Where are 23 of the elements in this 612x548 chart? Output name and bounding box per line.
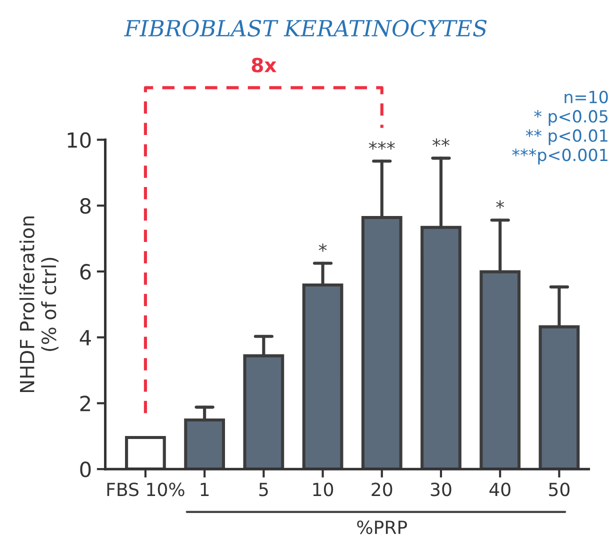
- y-tick-label: 0: [80, 462, 91, 478]
- x-tick-label: 50: [549, 482, 570, 496]
- y-tick-label: 10: [68, 132, 91, 148]
- annotation: ***: [368, 141, 395, 150]
- x-tick-label: 1: [200, 482, 209, 496]
- y-tick-label: 6: [80, 264, 91, 280]
- y-tick-label: 4: [80, 330, 91, 346]
- text: 8x: [252, 58, 276, 72]
- x-axis-title: %PRP: [357, 520, 407, 534]
- annotation: *: [496, 200, 504, 209]
- x-tick-label: FBS 10%: [107, 482, 184, 496]
- x-tick-label: 30: [430, 482, 452, 496]
- y-tick-label: 8: [80, 198, 91, 214]
- chart-title: FIBROBLAST KERATINOCYTES: [124, 20, 487, 37]
- y-tick-label: 2: [80, 396, 90, 412]
- x-tick-label: 20: [372, 482, 392, 496]
- y-axis-title: NHDF Proliferation (% of ctrl): [19, 216, 59, 392]
- x-tick-label: 10: [313, 482, 334, 496]
- x-tick-label: 5: [259, 482, 268, 496]
- annotation: n=10 * p<0.05 ** p<0.01 ***p<0.001: [512, 90, 608, 164]
- annotation: **: [432, 138, 450, 147]
- annotation: *: [318, 243, 327, 252]
- x-tick-label: 40: [489, 482, 510, 496]
